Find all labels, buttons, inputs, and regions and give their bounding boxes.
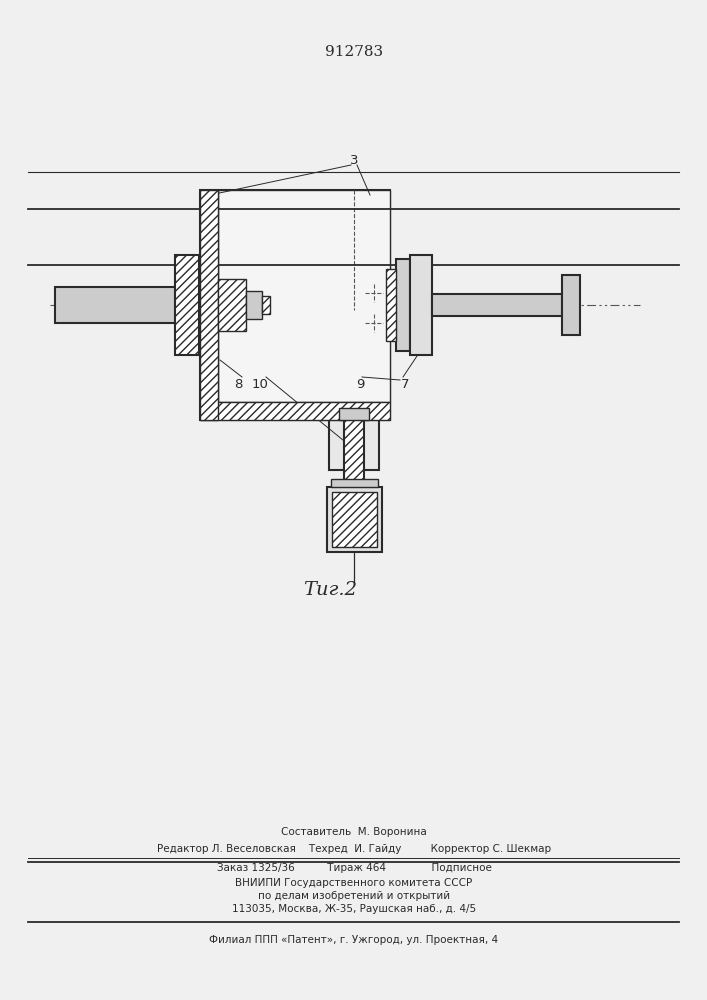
Bar [200,190,218,420]
Bar [410,255,432,355]
Bar [432,294,562,316]
Bar [344,420,364,485]
Text: 3: 3 [350,153,358,166]
Bar [386,269,396,341]
Bar [331,479,378,487]
Bar [246,291,262,319]
Text: Заказ 1325/36          Тираж 464              Подписное: Заказ 1325/36 Тираж 464 Подписное [216,863,491,873]
Bar [562,275,580,335]
Bar [55,287,203,323]
Text: Составитель  М. Воронина: Составитель М. Воронина [281,827,427,837]
Text: Τиг.2: Τиг.2 [303,581,357,599]
Bar [329,420,379,470]
Text: 10: 10 [252,378,269,391]
Bar [396,259,410,351]
Text: 912783: 912783 [325,45,383,59]
Bar [262,296,270,314]
Bar [339,408,369,420]
Bar [175,255,199,355]
Bar [332,492,377,547]
Bar [218,190,390,402]
Bar [327,487,382,552]
Text: 113035, Москва, Ж-35, Раушская наб., д. 4/5: 113035, Москва, Ж-35, Раушская наб., д. … [232,904,476,914]
Text: 7: 7 [401,378,409,391]
Bar [200,402,390,420]
Text: ВНИИПИ Государственного комитета СССР: ВНИИПИ Государственного комитета СССР [235,878,472,888]
Text: 9: 9 [356,378,364,391]
Text: 8: 8 [234,378,243,391]
Bar [200,190,390,420]
Text: Филиал ППП «Патент», г. Ужгород, ул. Проектная, 4: Филиал ППП «Патент», г. Ужгород, ул. Про… [209,935,498,945]
Text: Редактор Л. Веселовская    Техред  И. Гайду         Корректор С. Шекмар: Редактор Л. Веселовская Техред И. Гайду … [157,844,551,854]
Text: по делам изобретений и открытий: по делам изобретений и открытий [258,891,450,901]
Bar [218,279,246,331]
